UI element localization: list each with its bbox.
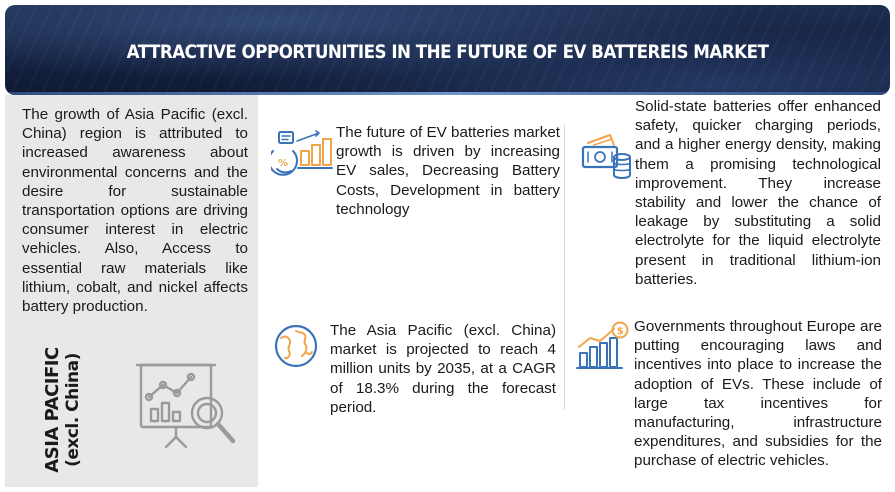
insight-europe-incentives: Governments throughout Europe are puttin…	[634, 318, 882, 470]
banner-underline	[5, 92, 890, 95]
insight-asia-pacific-forecast: The Asia Pacific (excl. China) market is…	[330, 322, 556, 416]
insight-solid-state-batteries: Solid-state batteries offer enhanced saf…	[635, 98, 881, 288]
region-qualifier: (excl. China)	[63, 353, 83, 467]
header-banner: ATTRACTIVE OPPORTUNITIES IN THE FUTURE O…	[5, 5, 890, 95]
insights-area: % The future of EV batteries market grow…	[258, 95, 890, 487]
region-description: The growth of Asia Pacific (excl. China)…	[22, 106, 248, 316]
column-divider	[564, 125, 565, 410]
sales-growth-chart-icon: %	[271, 130, 333, 176]
money-coins-icon	[581, 134, 631, 179]
region-name: ASIA PACIFIC	[42, 347, 63, 473]
globe-map-icon	[274, 324, 318, 368]
growth-bars-dollar-icon: $	[576, 321, 629, 369]
report-chart-magnifier-icon	[135, 363, 236, 449]
page-title: ATTRACTIVE OPPORTUNITIES IN THE FUTURE O…	[126, 41, 769, 63]
svg-text:$: $	[617, 326, 624, 337]
svg-text:%: %	[278, 158, 288, 169]
insight-ev-sales: The future of EV batteries market growth…	[336, 124, 560, 218]
region-panel: The growth of Asia Pacific (excl. China)…	[5, 95, 258, 487]
region-label: ASIA PACIFIC (excl. China)	[33, 345, 93, 475]
